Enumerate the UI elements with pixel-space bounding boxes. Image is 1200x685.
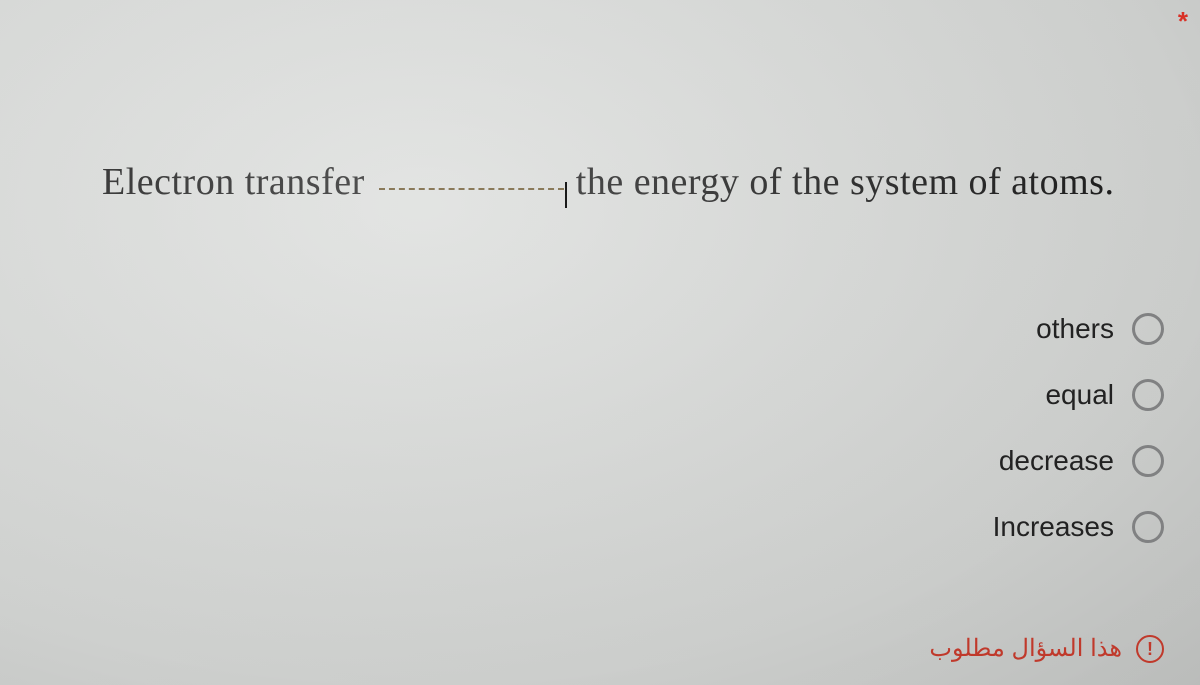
- option-label: Increases: [993, 511, 1114, 543]
- question-text: Electron transfer the energy of the syst…: [102, 161, 1114, 203]
- quiz-question-card: * Electron transfer the energy of the sy…: [0, 0, 1200, 685]
- option-label: decrease: [999, 445, 1114, 477]
- question-before-blank: Electron transfer: [102, 161, 365, 203]
- radio-icon[interactable]: [1132, 379, 1164, 411]
- option-row[interactable]: decrease: [993, 445, 1164, 477]
- radio-icon[interactable]: [1132, 445, 1164, 477]
- options-group: others equal decrease Increases: [993, 313, 1164, 543]
- fill-in-blank: [379, 188, 564, 190]
- radio-icon[interactable]: [1132, 511, 1164, 543]
- option-label: equal: [1045, 379, 1114, 411]
- validation-message-row: ! هذا السؤال مطلوب: [929, 634, 1164, 663]
- question-text-block: Electron transfer the energy of the syst…: [102, 160, 1158, 204]
- option-row[interactable]: equal: [993, 379, 1164, 411]
- warning-icon: !: [1136, 635, 1164, 663]
- question-after-blank: the energy of the system of atoms.: [576, 161, 1115, 203]
- option-label: others: [1036, 313, 1114, 345]
- radio-icon[interactable]: [1132, 313, 1164, 345]
- option-row[interactable]: others: [993, 313, 1164, 345]
- option-row[interactable]: Increases: [993, 511, 1164, 543]
- required-star-icon: *: [1178, 6, 1188, 37]
- validation-text: هذا السؤال مطلوب: [929, 634, 1122, 663]
